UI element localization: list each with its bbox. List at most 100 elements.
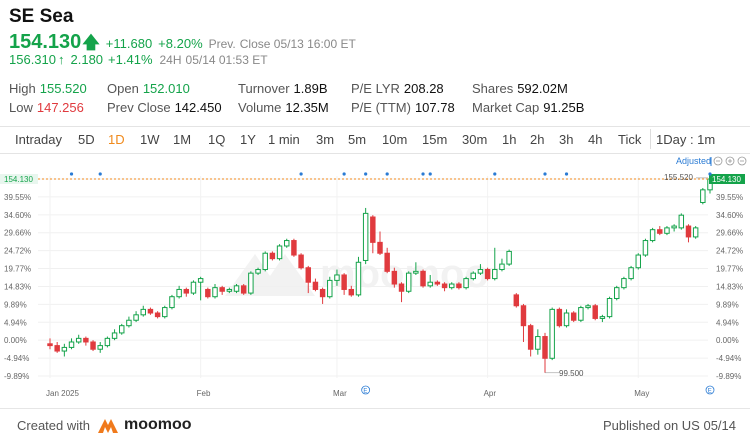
tab-1d[interactable]: 1D [108, 132, 125, 147]
candle [441, 282, 448, 292]
price-change-pct: +8.20% [158, 36, 203, 51]
candle [570, 311, 577, 323]
tab-tick[interactable]: Tick [618, 132, 642, 147]
candle [291, 238, 297, 257]
tab-4h[interactable]: 4h [588, 132, 603, 147]
candle [463, 276, 469, 290]
tab-5d[interactable]: 5D [78, 132, 95, 147]
candlestick-chart[interactable]: Adjusted moomoo 44.49%44.49%39.55%39.55%… [0, 154, 750, 406]
stat-turnover: 1.89B [293, 81, 328, 96]
event-dot[interactable] [708, 172, 712, 176]
tab-10m[interactable]: 10m [382, 132, 408, 147]
event-dot[interactable] [364, 172, 368, 176]
candle [685, 224, 692, 243]
candle [140, 305, 146, 317]
candle [75, 334, 82, 344]
event-dot[interactable] [493, 172, 497, 176]
price-row: 154.130 🡅 +11.680 +8.20% Prev. Close 05/… [9, 30, 356, 59]
ah-change-pct: +1.41% [108, 52, 153, 67]
stats-col-3: Turnover 1.89B Volume 12.35M [238, 79, 329, 117]
candle [176, 285, 182, 299]
last-price: 154.130 [9, 31, 82, 53]
event-dot[interactable] [421, 172, 425, 176]
after-hours-row: 156.310 ↑ 2.180 +1.41% 24H 05/14 01:53 E… [9, 52, 268, 67]
stat-market-cap: 91.25B [543, 100, 585, 115]
tab-5m[interactable]: 5m [348, 132, 367, 147]
earnings-icon-letter: E [363, 389, 367, 395]
candle [298, 253, 304, 270]
tab-1day-1m[interactable]: 1Day : 1m [656, 132, 716, 147]
candle [276, 244, 283, 261]
tab-3m[interactable]: 3m [316, 132, 335, 147]
tab-2h[interactable]: 2h [530, 132, 545, 147]
event-dot[interactable] [342, 172, 346, 176]
candle [104, 336, 111, 348]
candle [542, 332, 548, 373]
event-dot[interactable] [564, 172, 569, 176]
candle [212, 284, 218, 299]
current-price-label-left: 154.130 [4, 175, 33, 184]
arrow-up-icon: 🡅 [82, 33, 100, 52]
tab-1m[interactable]: 1M [173, 132, 192, 147]
candle [700, 188, 706, 205]
event-dot[interactable] [98, 172, 102, 176]
candle [240, 284, 247, 295]
zoom-out-icon[interactable] [713, 156, 723, 166]
earnings-icon[interactable] [361, 385, 371, 395]
candle [341, 273, 347, 295]
stats-col-1: High 155.520 Low 147.256 [9, 79, 87, 117]
event-dot[interactable] [69, 172, 74, 176]
tab-1h[interactable]: 1h [502, 132, 517, 147]
adjusted-label[interactable]: Adjusted [676, 156, 711, 166]
candle [391, 267, 398, 288]
tab-1-min[interactable]: 1 min [268, 132, 300, 147]
candle [692, 226, 699, 239]
ah-time: 05/14 01:53 ET [185, 53, 268, 67]
tab-15m[interactable]: 15m [422, 132, 448, 147]
tab-30m[interactable]: 30m [462, 132, 488, 147]
zoom-in-icon[interactable] [725, 156, 735, 166]
stat-volume: 12.35M [285, 100, 329, 115]
candle [678, 213, 685, 230]
candle [492, 247, 498, 281]
candle [319, 287, 326, 304]
ah-change: 2.180 [70, 52, 104, 67]
candle [226, 287, 233, 294]
tab-1q[interactable]: 1Q [208, 132, 226, 147]
current-price-label-right: 154.130 [712, 175, 741, 184]
event-dot[interactable] [543, 172, 547, 176]
y-tick-left: 29.66% [4, 229, 31, 238]
tab-1y[interactable]: 1Y [240, 132, 256, 147]
tab-3h[interactable]: 3h [559, 132, 574, 147]
y-tick-right: 14.83% [716, 282, 743, 291]
y-tick-right: 39.55% [716, 193, 743, 202]
y-tick-right: 19.77% [716, 265, 743, 274]
candle [162, 305, 168, 319]
event-dot[interactable] [299, 172, 303, 176]
y-tick-right: 4.94% [716, 318, 739, 327]
y-tick-right: 0.00% [716, 336, 739, 345]
event-dot[interactable] [428, 172, 432, 176]
candle [527, 323, 534, 357]
candle [312, 278, 319, 292]
candle [657, 226, 663, 236]
candle [348, 285, 355, 297]
candle [154, 311, 161, 319]
stat-label: P/E LYR [351, 81, 400, 96]
svg-text:moomoo: moomoo [320, 252, 489, 296]
tab-1w[interactable]: 1W [140, 132, 160, 147]
created-with-text: Created with [17, 418, 90, 433]
y-tick-left: 19.77% [4, 265, 31, 274]
reset-icon[interactable] [737, 156, 747, 166]
tab-intraday[interactable]: Intraday [15, 132, 62, 147]
candle [434, 280, 441, 286]
candle [585, 303, 591, 310]
event-dot[interactable] [385, 172, 389, 176]
candle [205, 287, 211, 299]
candle [535, 329, 541, 355]
x-tick-label: Mar [333, 389, 347, 398]
ah-price: 156.310 [9, 52, 56, 67]
earnings-icon[interactable] [705, 385, 715, 395]
y-tick-right: 29.66% [716, 229, 743, 238]
prev-label: Prev. [208, 37, 236, 51]
